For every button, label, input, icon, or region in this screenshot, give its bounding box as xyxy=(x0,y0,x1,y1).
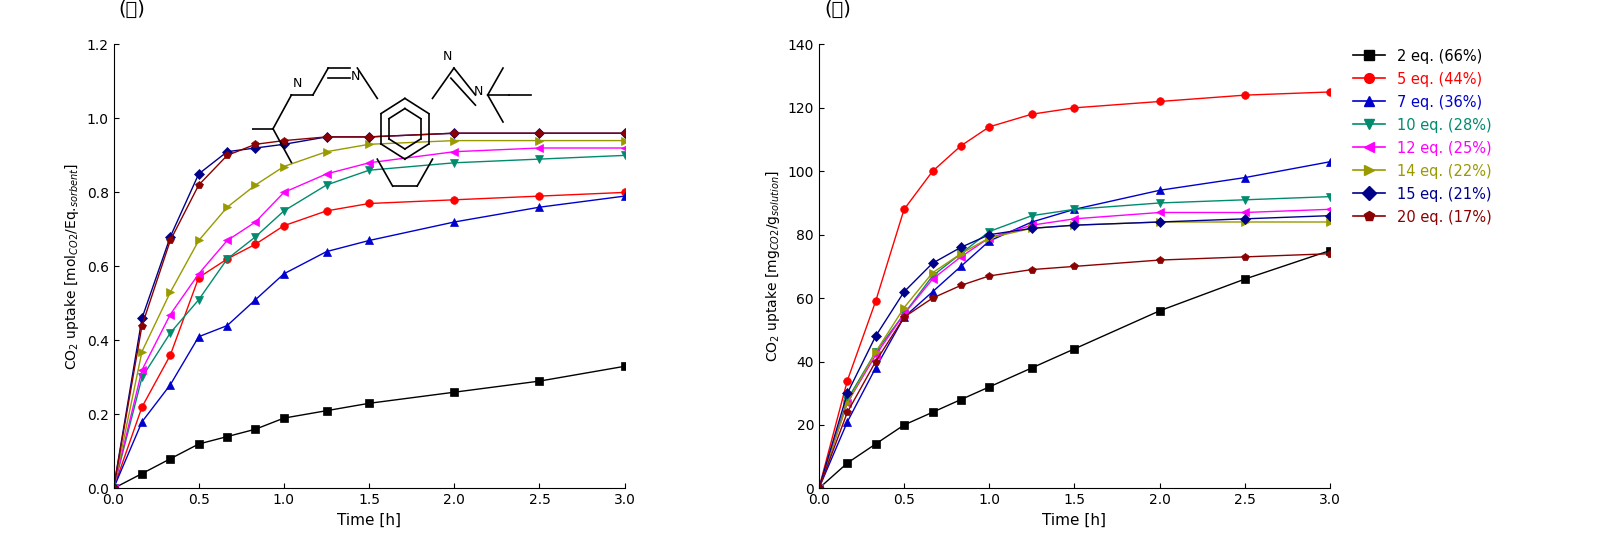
Text: (가): (가) xyxy=(118,0,146,19)
Legend: 2 eq. (66%), 5 eq. (44%), 7 eq. (36%), 10 eq. (28%), 12 eq. (25%), 14 eq. (22%),: 2 eq. (66%), 5 eq. (44%), 7 eq. (36%), 1… xyxy=(1348,43,1497,231)
Y-axis label: CO$_2$ uptake [mg$_{CO2}$/g$_{solution}$]: CO$_2$ uptake [mg$_{CO2}$/g$_{solution}$… xyxy=(764,170,782,362)
X-axis label: Time [h]: Time [h] xyxy=(337,513,401,528)
X-axis label: Time [h]: Time [h] xyxy=(1043,513,1106,528)
Text: (나): (나) xyxy=(824,0,852,19)
Y-axis label: CO$_2$ uptake [mol$_{CO2}$/Eq.$_{sorbent}$]: CO$_2$ uptake [mol$_{CO2}$/Eq.$_{sorbent… xyxy=(63,163,81,370)
